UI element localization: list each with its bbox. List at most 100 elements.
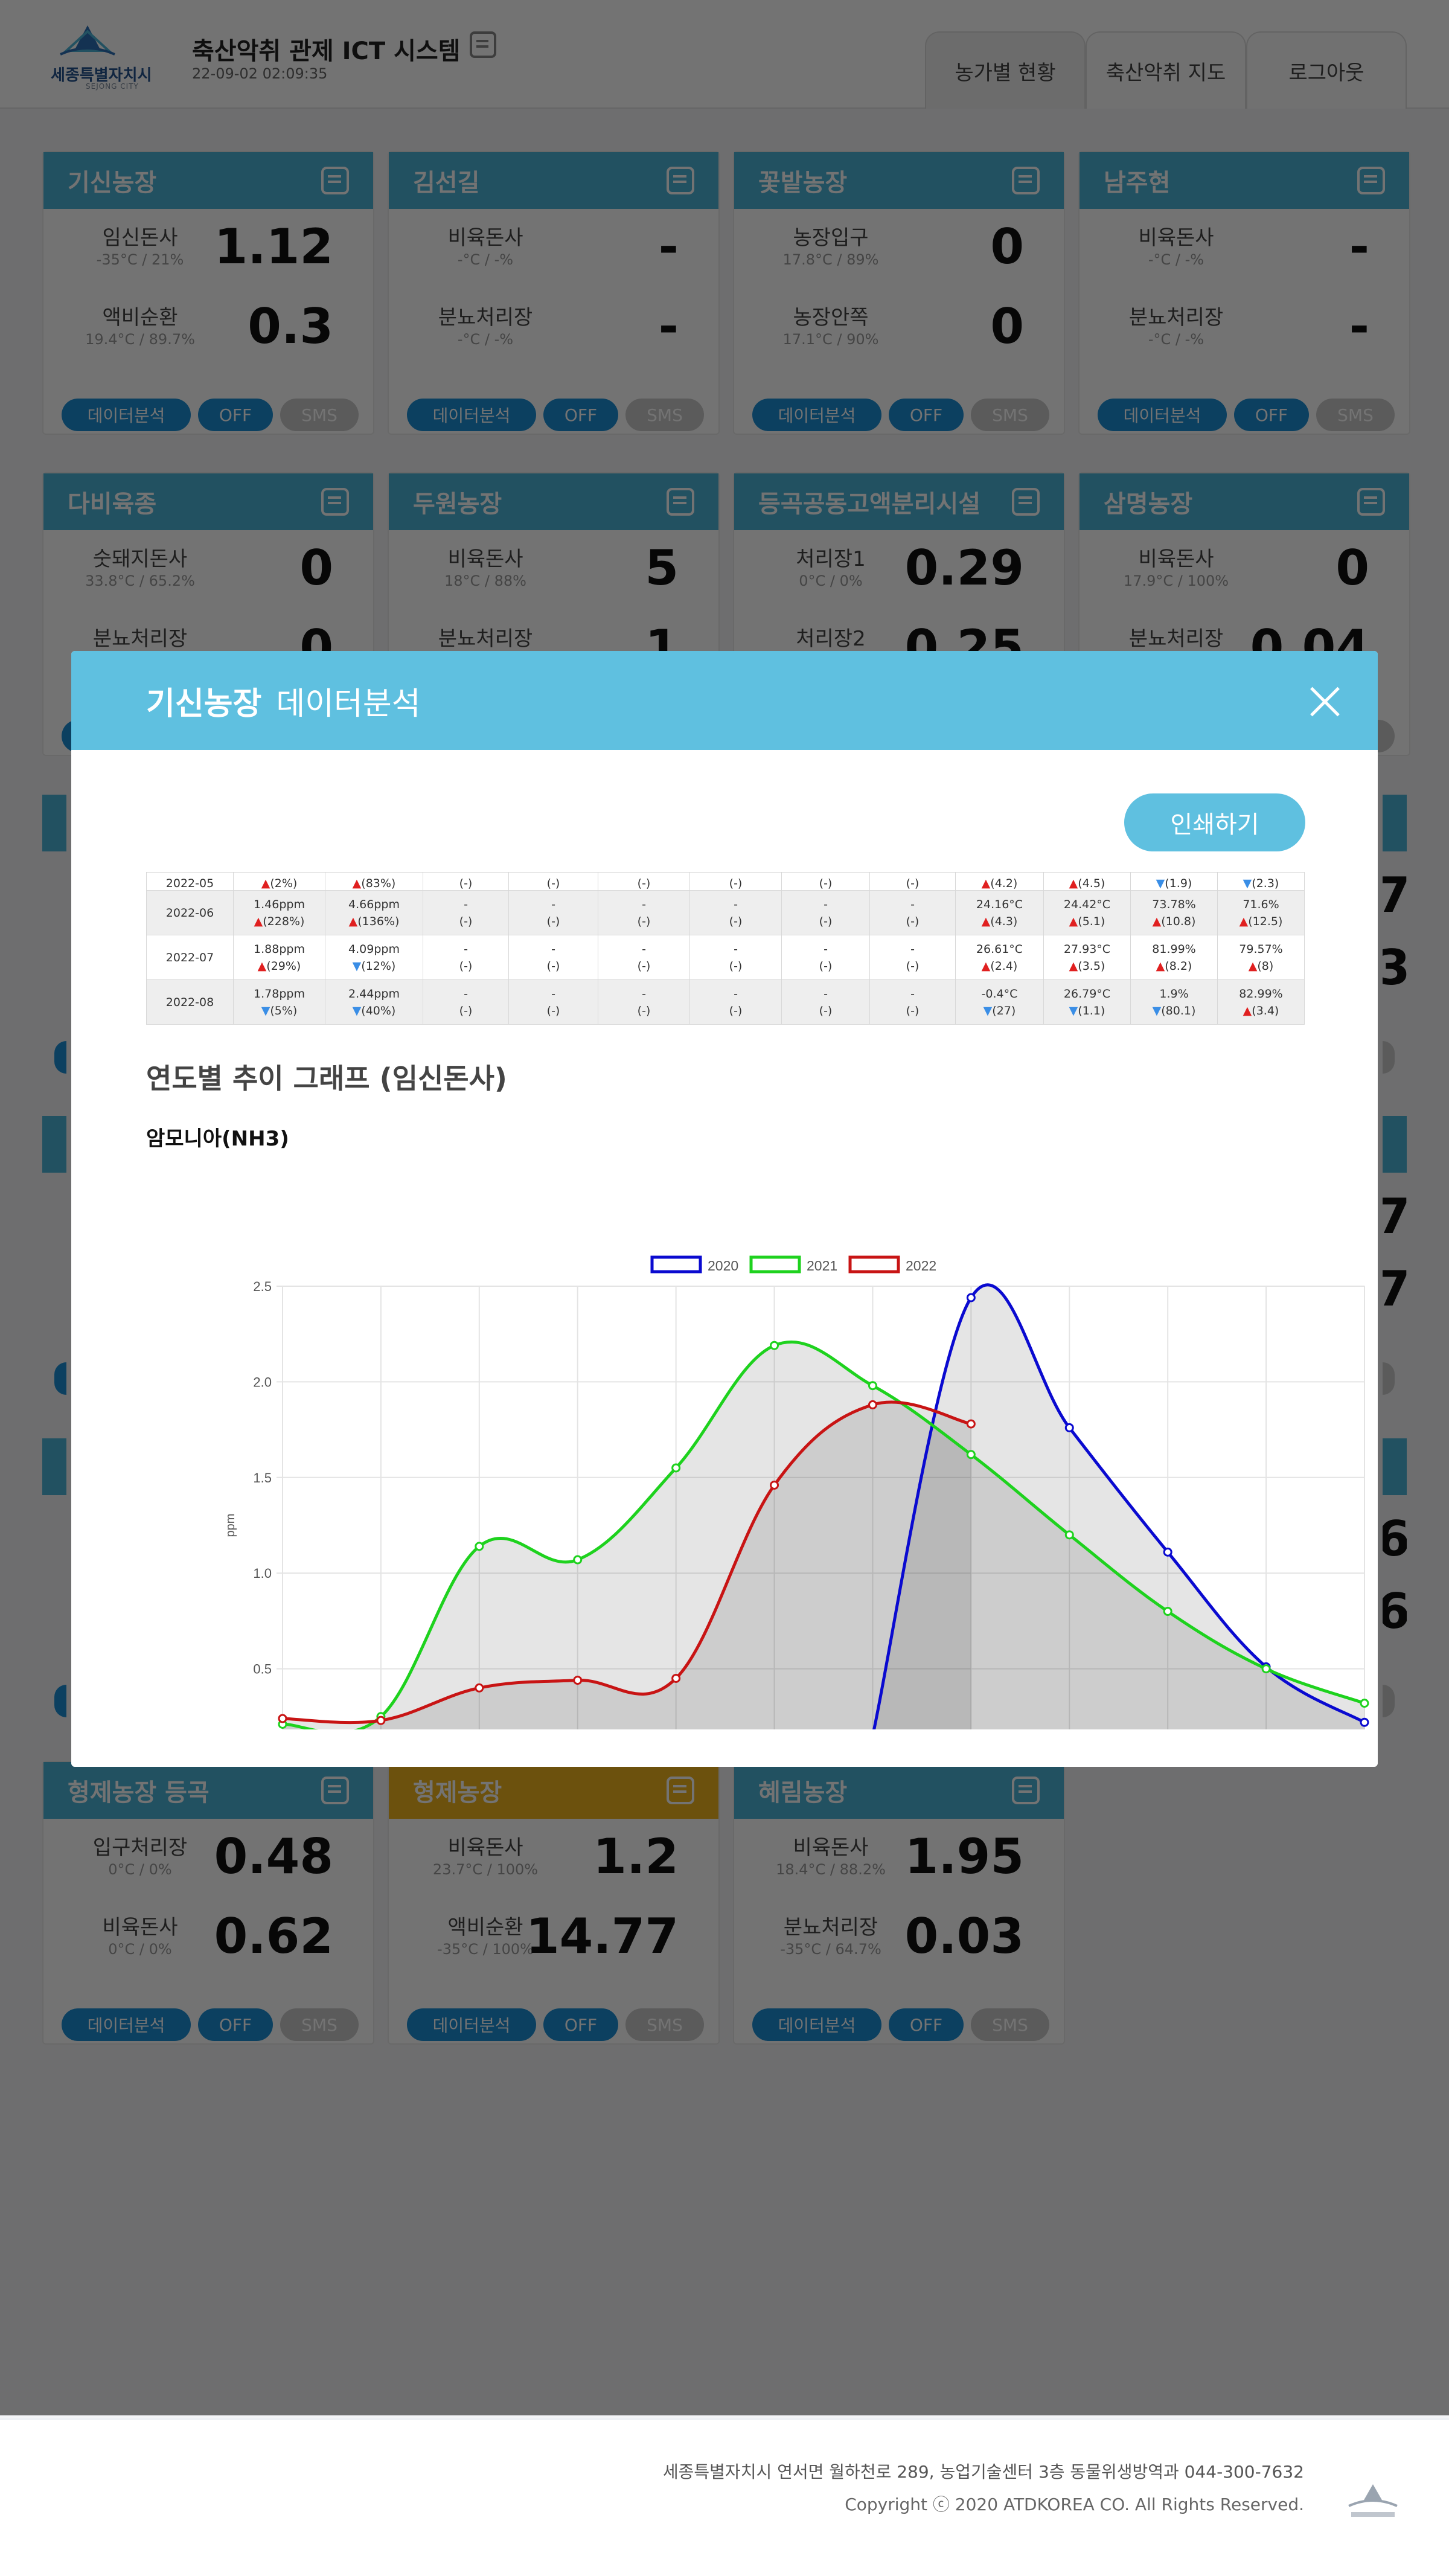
cell-change: (-) <box>906 1004 920 1017</box>
cell-change: (-) <box>819 1004 833 1017</box>
cell-change: (-) <box>546 914 560 928</box>
up-arrow-icon: ▲ <box>1069 877 1078 890</box>
cell-value: 1.78ppm <box>254 987 305 1001</box>
legend-swatch-2020 <box>650 1255 702 1274</box>
data-point-2021 <box>475 1542 484 1551</box>
table-cell: ▲(2%) <box>233 872 325 891</box>
cell-value: - <box>642 942 646 956</box>
table-cell: (-) <box>781 872 870 891</box>
table-cell: - (-) <box>598 979 690 1025</box>
table-cell: - (-) <box>423 979 509 1025</box>
table-cell: ▲(83%) <box>325 872 423 891</box>
down-arrow-icon: ▼ <box>352 1004 362 1017</box>
data-point-2021 <box>868 1381 877 1391</box>
table-cell: - (-) <box>423 890 509 935</box>
data-point-2021 <box>1360 1699 1369 1708</box>
table-cell: 1.88ppm ▲(29%) <box>233 935 325 980</box>
cell-value: 24.42°C <box>1063 897 1111 911</box>
table-cell: - (-) <box>869 935 956 980</box>
table-cell: 26.61°C ▲(2.4) <box>955 935 1044 980</box>
table-cell: 79.57% ▲(8) <box>1217 935 1305 980</box>
section-title: 연도별 추이 그래프 (임신돈사) <box>146 1062 507 1095</box>
down-arrow-icon: ▼ <box>1152 1004 1162 1017</box>
table-cell-month: 2022-07 <box>146 935 234 980</box>
table-cell: - (-) <box>781 935 870 980</box>
table-cell: (-) <box>508 872 598 891</box>
cell-change: ▲(29%) <box>257 959 301 973</box>
cell-value: 4.09ppm <box>348 942 400 956</box>
cell-change: ▲(4.2) <box>981 877 1018 890</box>
cell-change: ▼(80.1) <box>1152 1004 1196 1017</box>
down-arrow-icon: ▼ <box>983 1004 993 1017</box>
cell-value: - <box>734 987 738 1001</box>
legend-swatch-2022 <box>848 1255 900 1274</box>
cell-value: 2.44ppm <box>348 987 400 1001</box>
cell-change: (-) <box>906 959 920 973</box>
cell-change: ▲(2.4) <box>981 959 1018 973</box>
up-arrow-icon: ▲ <box>1152 914 1162 928</box>
data-point-2022 <box>966 1419 976 1429</box>
cell-value: 79.57% <box>1239 942 1283 956</box>
y-tick-label: 2.0 <box>253 1374 272 1389</box>
legend-label: 2021 <box>807 1258 837 1274</box>
cell-change: ▲(8) <box>1248 959 1274 973</box>
cell-change: ▼(2.3) <box>1243 877 1279 890</box>
data-point-2022 <box>770 1480 779 1490</box>
cell-change: (-) <box>546 959 560 973</box>
table-cell: -0.4°C ▼(27) <box>955 979 1044 1025</box>
up-arrow-icon: ▲ <box>981 914 991 928</box>
cell-value: 27.93°C <box>1063 942 1111 956</box>
cell-change: (-) <box>546 1004 560 1017</box>
data-point-2021 <box>1261 1664 1271 1674</box>
cell-change: ▲(12.5) <box>1239 914 1283 928</box>
y-tick-label: 1.0 <box>253 1566 272 1581</box>
up-arrow-icon: ▲ <box>352 877 362 890</box>
table-cell: ▼(2.3) <box>1217 872 1305 891</box>
table-cell: - (-) <box>508 890 598 935</box>
table-cell-month: 2022-08 <box>146 979 234 1025</box>
series-area-2022 <box>283 1402 971 1729</box>
data-point-2022 <box>868 1400 877 1409</box>
y-tick-label: 0.5 <box>253 1662 272 1677</box>
cell-value: 26.61°C <box>976 942 1023 956</box>
table-cell: (-) <box>423 872 509 891</box>
series-line-2022 <box>282 1400 971 1725</box>
cell-change: (-) <box>637 877 651 890</box>
table-cell: 26.79°C ▼(1.1) <box>1043 979 1131 1025</box>
table-cell: 1.9% ▼(80.1) <box>1130 979 1218 1025</box>
data-analysis-modal: 기신농장 데이터분석 인쇄하기 2022-05 ▲(2%) ▲(83%) (-) (-)… <box>71 651 1378 1767</box>
cell-value: - <box>824 897 828 911</box>
cell-change: (-) <box>819 877 833 890</box>
table-cell: - (-) <box>598 890 690 935</box>
cell-change: (-) <box>546 877 560 890</box>
up-arrow-icon: ▲ <box>1243 1004 1252 1017</box>
close-icon[interactable] <box>1309 686 1340 717</box>
table-cell: 73.78% ▲(10.8) <box>1130 890 1218 935</box>
cell-change: (-) <box>459 877 473 890</box>
table-cell: - (-) <box>598 935 690 980</box>
up-arrow-icon: ▲ <box>1069 959 1078 973</box>
cell-change: ▲(4.5) <box>1069 877 1105 890</box>
data-point-2020 <box>1360 1717 1369 1727</box>
data-point-2021 <box>770 1341 779 1350</box>
cell-change: ▲(2%) <box>261 877 298 890</box>
cell-value: - <box>910 942 915 956</box>
cell-value: 26.79°C <box>1063 987 1111 1001</box>
table-cell: - (-) <box>781 979 870 1025</box>
cell-change: ▲(5.1) <box>1069 914 1105 928</box>
cell-change: ▲(83%) <box>352 877 396 890</box>
cell-value: 71.6% <box>1243 897 1279 911</box>
cell-value: - <box>824 942 828 956</box>
cell-value: - <box>734 897 738 911</box>
cell-value: 1.9% <box>1159 987 1189 1001</box>
table-cell: ▲(4.2) <box>955 872 1044 891</box>
print-button[interactable]: 인쇄하기 <box>1124 793 1305 851</box>
data-point-2020 <box>966 1293 976 1302</box>
table-cell: ▲(4.5) <box>1043 872 1131 891</box>
cell-change: ▲(228%) <box>254 914 305 928</box>
cell-change: ▲(3.4) <box>1243 1004 1279 1017</box>
y-axis-label: ppm <box>224 1514 237 1537</box>
footer-copyright: Copyright ⓒ 2020 ATDKOREA CO. All Rights… <box>845 2494 1304 2514</box>
cell-change: ▼(12%) <box>352 959 396 973</box>
y-tick-label: 2.5 <box>253 1279 272 1294</box>
